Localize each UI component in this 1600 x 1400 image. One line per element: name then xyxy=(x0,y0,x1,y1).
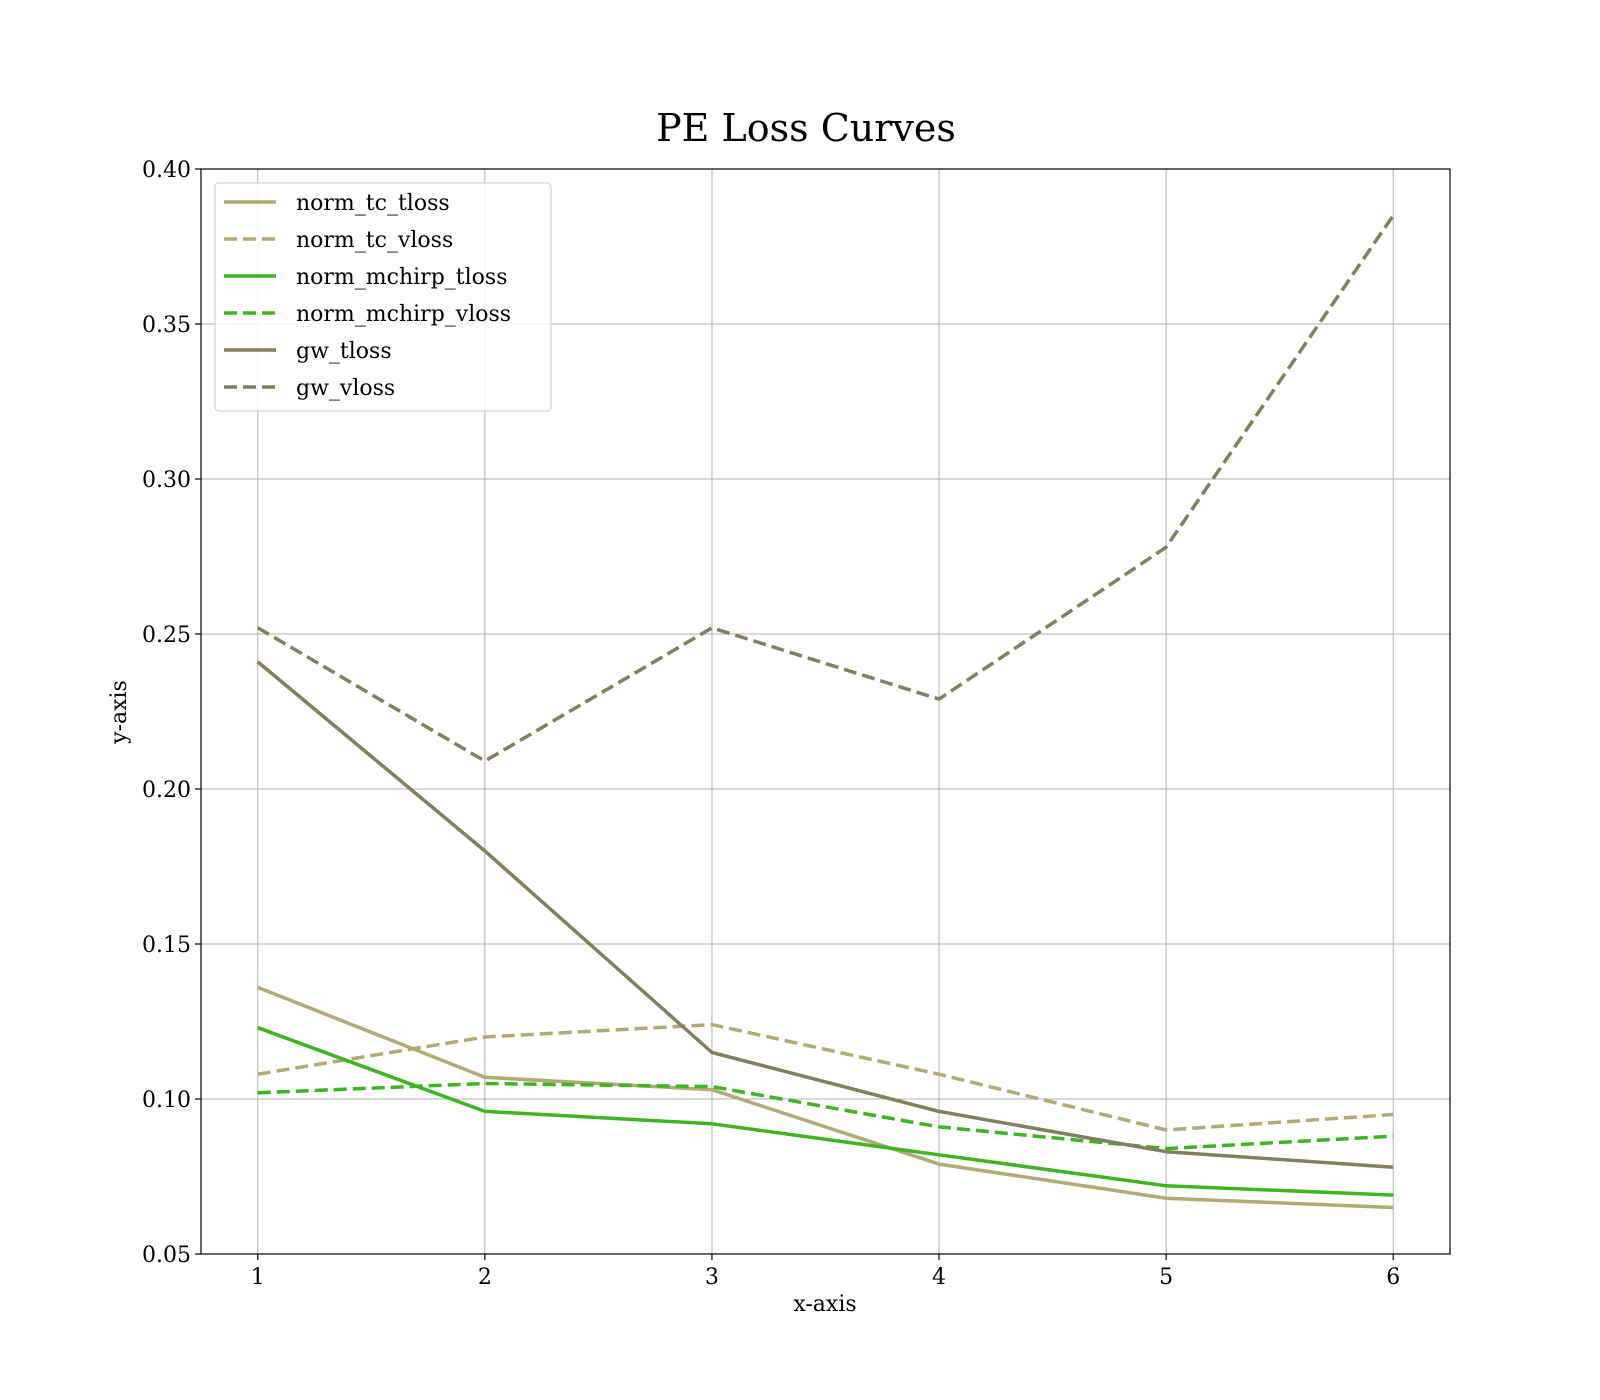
y-tick-label: 0.25 xyxy=(142,623,191,648)
x-tick-label: 5 xyxy=(1159,1265,1173,1290)
plot-frame xyxy=(200,168,1451,1255)
series-line-norm-mchirp-vloss xyxy=(257,1081,1394,1151)
legend-label: norm_tc_vloss xyxy=(296,228,453,253)
y-tick-label: 0.20 xyxy=(142,778,191,803)
y-tick-label: 0.40 xyxy=(142,158,191,183)
legend-box xyxy=(214,182,552,412)
legend-label: norm_mchirp_vloss xyxy=(296,302,511,327)
axis-ticks: 1 2 3 4 5 6 0.05 0.10 0.15 0.20 0.25 0.30 0.35 0.40 xyxy=(142,158,1400,1290)
series-line-gw-tloss xyxy=(256,660,1394,1169)
legend: norm_tc_tloss norm_tc_vloss norm_mchirp_tl… xyxy=(214,182,552,412)
chart-title: PE Loss Curves xyxy=(656,106,956,150)
x-axis-label: x-axis xyxy=(793,1292,856,1317)
series-line-norm-mchirp-tloss xyxy=(257,1026,1394,1197)
y-tick-label: 0.15 xyxy=(142,933,191,958)
y-tick-label: 0.05 xyxy=(142,1243,191,1268)
y-tick-label: 0.35 xyxy=(142,313,191,338)
series-line-norm-tc-tloss xyxy=(257,985,1394,1210)
legend-label: norm_mchirp_tloss xyxy=(296,265,507,290)
x-tick-label: 6 xyxy=(1386,1265,1400,1290)
series-line-norm-tc-vloss xyxy=(257,1022,1394,1132)
legend-label: gw_vloss xyxy=(296,376,395,401)
legend-items: norm_tc_tloss norm_tc_vloss norm_mchirp_tl… xyxy=(224,191,511,401)
x-tick-label: 2 xyxy=(478,1265,492,1290)
x-tick-label: 1 xyxy=(251,1265,265,1290)
series-line-gw-vloss xyxy=(256,214,1395,763)
x-tick-label: 3 xyxy=(705,1265,719,1290)
legend-label: norm_tc_tloss xyxy=(296,191,450,216)
legend-label: gw_tloss xyxy=(296,339,392,364)
series-lines xyxy=(256,214,1395,1210)
y-tick-label: 0.30 xyxy=(142,468,191,493)
y-tick-label: 0.10 xyxy=(142,1088,191,1113)
x-tick-label: 4 xyxy=(932,1265,946,1290)
y-axis-label: y-axis xyxy=(107,680,132,745)
